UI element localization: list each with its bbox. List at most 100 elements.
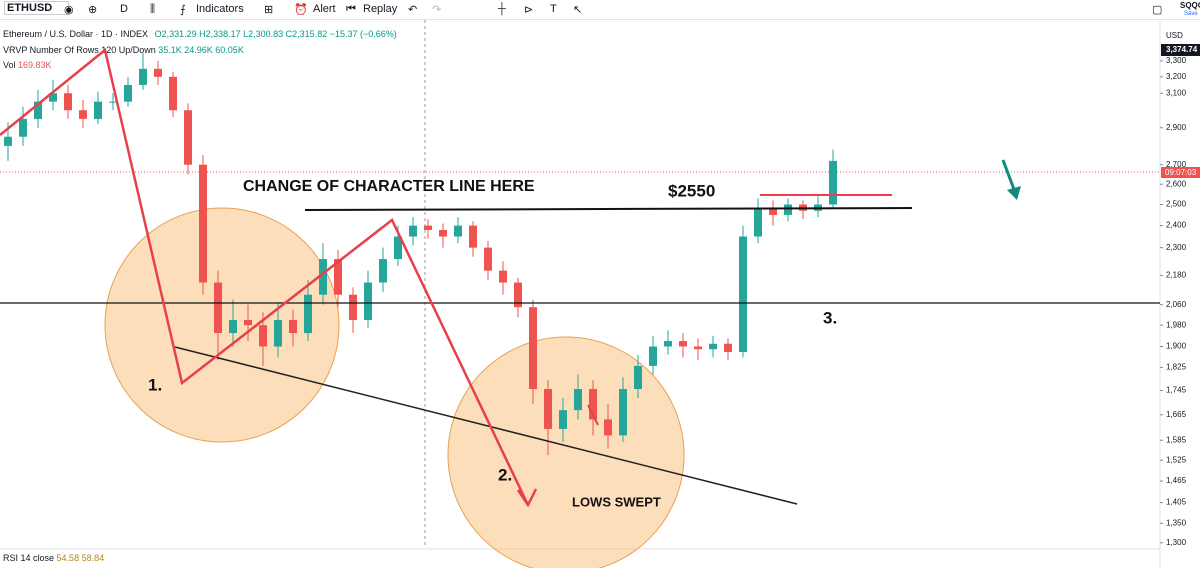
arrow-head: [1007, 186, 1021, 200]
candle-body: [664, 341, 672, 347]
rsi-values: 54.58 58.84: [56, 553, 105, 563]
zigzag-path: [0, 47, 530, 506]
icon-indicators[interactable]: ⨍: [180, 4, 186, 16]
annotation: 3.: [823, 308, 837, 327]
legend-title: Ethereum / U.S. Dollar · 1D · INDEX: [3, 29, 149, 39]
candle-body: [379, 259, 387, 283]
candle-body: [529, 307, 537, 390]
annotation: 1.: [148, 375, 162, 394]
candle-body: [634, 365, 642, 390]
candle-body: [769, 208, 777, 215]
candle-body: [19, 118, 27, 137]
legend-rsi: RSI 14 close 54.58 58.84: [3, 553, 104, 563]
arrow-head: [516, 488, 538, 508]
interval-button[interactable]: D: [120, 3, 128, 15]
y-tick-label: 2,600: [1166, 179, 1187, 188]
candle-body: [589, 389, 597, 420]
symbol-search[interactable]: ETHUSD: [4, 1, 70, 15]
replay-tool[interactable]: ⊳: [524, 4, 534, 16]
layout-name[interactable]: SQQQ: [1180, 1, 1200, 10]
y-tick-label: 1,980: [1166, 320, 1187, 329]
indicators-button[interactable]: Indicators: [196, 3, 244, 15]
candle-body: [79, 110, 87, 119]
y-tick-label: 1,300: [1166, 538, 1187, 547]
candle-body: [229, 319, 237, 334]
candle-body: [109, 101, 117, 103]
save-button[interactable]: Save: [1184, 11, 1198, 17]
candle-body: [424, 225, 432, 230]
icon-replay[interactable]: ⏮: [346, 3, 356, 15]
y-tick-label: 1,745: [1166, 386, 1187, 395]
candle-body: [469, 225, 477, 248]
icon-alert[interactable]: ⏰: [294, 4, 308, 16]
y-tick-label: 1,900: [1166, 342, 1187, 351]
y-tick-label: 1,350: [1166, 518, 1187, 527]
y-tick-label: 2,900: [1166, 123, 1187, 132]
y-tick-label: 3,200: [1166, 72, 1187, 81]
text-tool[interactable]: T: [550, 3, 557, 15]
legend-vrvp-values: 35.1K 24.96K 60.05K: [158, 45, 244, 55]
candles: [4, 53, 837, 456]
countdown-bg: [1161, 167, 1200, 178]
candle-body: [94, 101, 102, 119]
y-tick-label: 2,180: [1166, 270, 1187, 279]
candle-body: [349, 294, 357, 320]
plot-area: CHANGE OF CHARACTER LINE HERE $2550 1. 2. 3.…: [0, 20, 1200, 568]
y-tick-label: 1,825: [1166, 362, 1187, 371]
candle-body: [154, 68, 162, 77]
currency-label: USD: [1166, 31, 1183, 40]
replay-button[interactable]: Replay: [363, 3, 398, 15]
candle-body: [409, 225, 417, 237]
candle-body: [214, 282, 222, 334]
candle-body: [499, 270, 507, 283]
candle-body: [484, 247, 492, 271]
candle-body: [679, 341, 687, 347]
legend-vol: Vol 169.83K: [3, 60, 52, 70]
trend-line: [174, 346, 798, 505]
icon-layouts[interactable]: ⊞: [264, 4, 274, 16]
y-tick-label: 1,525: [1166, 455, 1187, 464]
fullscreen[interactable]: ▢: [1152, 4, 1163, 16]
candle-body: [364, 282, 372, 320]
candle-body: [559, 410, 567, 429]
candle-body: [49, 93, 57, 102]
icon-compare[interactable]: ⊕: [88, 4, 98, 16]
candle-body: [439, 229, 447, 237]
y-tick-label: 2,500: [1166, 200, 1187, 209]
cursor-tool[interactable]: ↖: [573, 4, 583, 16]
redo[interactable]: ↷: [432, 4, 442, 16]
candle-body: [4, 136, 12, 146]
undo[interactable]: ↶: [408, 4, 418, 16]
annotation: 2.: [498, 465, 512, 484]
y-tick-label: 1,405: [1166, 498, 1187, 507]
price-axis: 3,300 3,200 3,100 2,900 2,700 2,600 2,500 2,400…: [1160, 56, 1187, 547]
y-tick-label: 1,665: [1166, 410, 1187, 419]
candle-body: [544, 389, 552, 429]
candle-body: [739, 236, 747, 352]
icon-add[interactable]: ◉: [64, 4, 74, 16]
crosshair-tool[interactable]: ┼: [498, 3, 506, 15]
candle-body: [784, 204, 792, 215]
y-tick-label: 2,400: [1166, 221, 1187, 230]
candle-body: [709, 343, 717, 350]
alert-button[interactable]: Alert: [313, 3, 336, 15]
countdown: 09:07:03: [1165, 168, 1197, 177]
y-tick-label: 2,300: [1166, 243, 1187, 252]
arrow: [1001, 159, 1017, 193]
candle-body: [34, 101, 42, 119]
candle-body: [244, 319, 252, 326]
legend-vol-name: Vol: [3, 60, 16, 70]
highlight-circle: [447, 336, 685, 568]
y-tick-label: 3,300: [1166, 56, 1187, 65]
annotation: LOWS SWEPT: [572, 494, 661, 509]
candle-body: [274, 319, 282, 347]
candle-body: [829, 160, 837, 205]
small-marker: [587, 404, 599, 426]
candle-body: [334, 259, 342, 295]
candle-body: [454, 225, 462, 237]
candle-body: [649, 346, 657, 366]
rsi-name: RSI 14 close: [3, 553, 55, 563]
candle-body: [199, 164, 207, 283]
chart-type[interactable]: ⫼: [150, 3, 156, 15]
